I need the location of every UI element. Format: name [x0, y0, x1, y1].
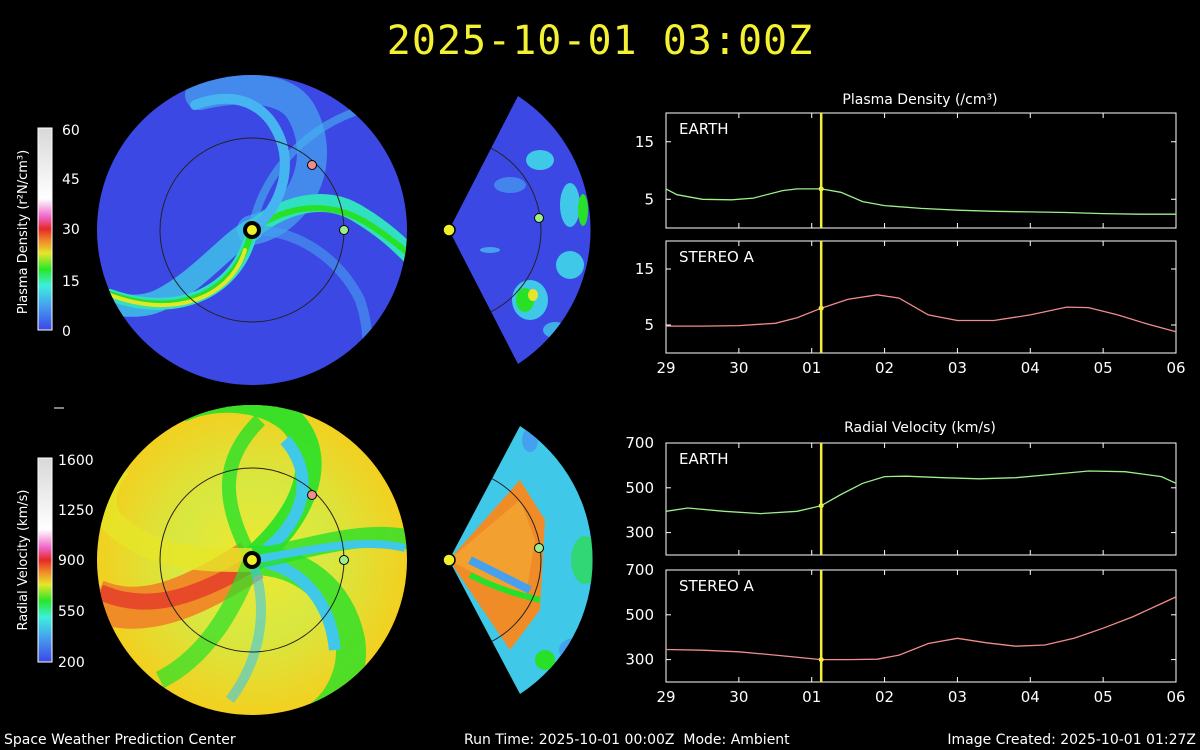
sun-marker-icon — [442, 223, 456, 237]
earth-marker-icon — [534, 213, 544, 223]
velocity-tick-2: 900 — [58, 553, 85, 569]
chart-frame — [665, 240, 1177, 354]
y-tick-label: 15 — [635, 133, 654, 151]
x-tick-label: 30 — [729, 359, 748, 377]
footer-mode: Mode: Ambient — [683, 732, 790, 748]
x-tick-label: 04 — [1021, 688, 1040, 706]
earth-marker-icon — [339, 555, 349, 565]
velocity-ecliptic-map — [97, 405, 407, 715]
current-value-marker — [818, 186, 824, 192]
y-tick-label: 700 — [625, 434, 654, 452]
density-colorbar: 60 45 30 15 0 Plasma Density (r²N/cm³) — [16, 123, 80, 340]
velocity-tick-1: 1250 — [58, 503, 94, 519]
series-line-earth — [665, 188, 1176, 215]
footer-center-name: Space Weather Prediction Center — [4, 732, 236, 748]
x-tick-label: 01 — [802, 359, 821, 377]
density-tick-3: 15 — [62, 274, 80, 290]
density-tick-1: 45 — [62, 172, 80, 188]
x-tick-label: 03 — [948, 688, 967, 706]
x-tick-label: 06 — [1166, 688, 1185, 706]
density-meridional-wedge — [442, 96, 591, 364]
y-tick-label: 5 — [644, 190, 654, 208]
x-tick-label: 05 — [1094, 359, 1113, 377]
y-tick-label: 15 — [635, 260, 654, 278]
footer-run-time: Run Time: 2025-10-01 00:00Z — [464, 732, 675, 748]
series-line-stereo-a — [665, 596, 1177, 661]
footer-run-info: Run Time: 2025-10-01 00:00Z Mode: Ambien… — [464, 732, 790, 748]
velocity-meridional-wedge — [442, 426, 593, 694]
earth-marker-icon — [534, 543, 544, 553]
density-chart-title: Plasma Density (/cm³) — [842, 92, 997, 108]
panel-label: EARTH — [679, 450, 729, 468]
x-tick-label: 29 — [656, 359, 675, 377]
density-tick-2: 30 — [62, 222, 80, 238]
velocity-colorbar: 1600 1250 900 550 200 Radial Velocity (k… — [16, 453, 94, 671]
y-tick-label: 700 — [625, 561, 654, 579]
x-tick-label: 02 — [875, 688, 894, 706]
sun-marker-icon — [243, 221, 261, 239]
current-value-marker — [818, 657, 824, 663]
x-tick-label: 29 — [656, 688, 675, 706]
y-tick-label: 500 — [625, 479, 654, 497]
sun-marker-icon — [243, 551, 261, 569]
x-tick-label: 04 — [1021, 359, 1040, 377]
x-tick-label: 05 — [1094, 688, 1113, 706]
x-tick-label: 02 — [875, 359, 894, 377]
velocity-chart-title: Radial Velocity (km/s) — [844, 420, 996, 436]
density-tick-0: 60 — [62, 123, 80, 139]
density-tick-4: 0 — [62, 324, 71, 340]
stereo-a-marker-icon — [307, 490, 317, 500]
sun-marker-icon — [442, 553, 456, 567]
panel-label: STEREO A — [679, 577, 755, 595]
chart-frame — [665, 569, 1177, 683]
series-line-earth — [665, 470, 1177, 515]
footer-image-created: Image Created: 2025-10-01 01:27Z — [947, 732, 1196, 748]
panel-label: STEREO A — [679, 248, 755, 266]
chart-frame — [665, 112, 1177, 229]
y-tick-label: 300 — [625, 651, 654, 669]
velocity-colorbar-label: Radial Velocity (km/s) — [16, 490, 31, 631]
y-tick-label: 300 — [625, 524, 654, 542]
stereo-a-marker-icon — [307, 160, 317, 170]
x-tick-label: 01 — [802, 688, 821, 706]
panel-label: EARTH — [679, 120, 729, 138]
density-colorbar-gradient — [37, 127, 53, 331]
x-tick-label: 30 — [729, 688, 748, 706]
earth-marker-icon — [339, 225, 349, 235]
velocity-tick-3: 550 — [58, 604, 85, 620]
y-tick-label: 500 — [625, 606, 654, 624]
velocity-colorbar-gradient — [37, 457, 53, 663]
chart-frame — [665, 442, 1177, 556]
density-ecliptic-map — [97, 75, 407, 385]
visualization-canvas: 60 45 30 15 0 Plasma Density (r²N/cm³) 1… — [16, 75, 1186, 715]
velocity-tick-0: 1600 — [58, 453, 94, 469]
timestamp-title: 2025-10-01 03:00Z — [386, 18, 814, 64]
y-tick-label: 5 — [644, 316, 654, 334]
x-tick-label: 06 — [1166, 359, 1185, 377]
current-value-marker — [818, 305, 824, 311]
current-value-marker — [818, 503, 824, 509]
velocity-tick-4: 200 — [58, 655, 85, 671]
series-line-stereo-a — [666, 294, 1177, 333]
density-colorbar-label: Plasma Density (r²N/cm³) — [16, 150, 31, 314]
x-tick-label: 03 — [948, 359, 967, 377]
